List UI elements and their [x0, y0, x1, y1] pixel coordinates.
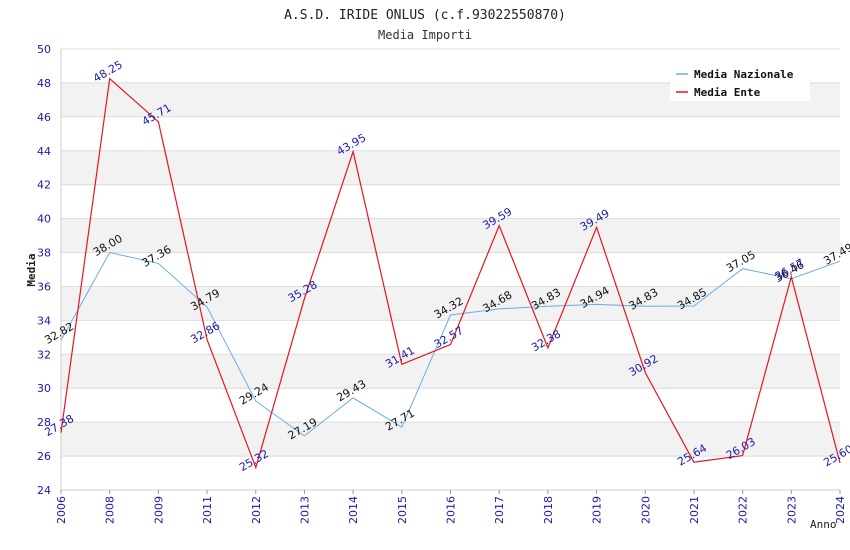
- y-axis-ticks: 24 26 28 30 32 34 36 38 40 42 44 46 48 50: [37, 43, 51, 497]
- y-tick-label: 48: [37, 77, 51, 90]
- y-tick-label: 44: [37, 145, 51, 158]
- legend: Media Nazionale Media Ente: [670, 61, 810, 101]
- x-tick-label: 2023: [785, 496, 798, 524]
- y-tick-label: 42: [37, 179, 51, 192]
- x-tick-label: 2011: [201, 496, 214, 524]
- chart-subtitle: Media Importi: [378, 28, 472, 42]
- y-tick-label: 34: [37, 314, 51, 327]
- x-tick-label: 2017: [493, 496, 506, 524]
- x-tick-label: 2012: [250, 496, 263, 524]
- x-tick-label: 2018: [542, 496, 555, 524]
- y-tick-label: 50: [37, 43, 51, 56]
- series-lines: [60, 77, 841, 470]
- y-tick-label: 46: [37, 111, 51, 124]
- x-tick-label: 2016: [445, 496, 458, 524]
- y-tick-label: 30: [37, 382, 51, 395]
- legend-label-media-nazionale: Media Nazionale: [694, 68, 794, 81]
- x-tick-label: 2020: [639, 496, 652, 524]
- x-tick-label: 2022: [737, 496, 750, 524]
- grid-band: [61, 422, 840, 457]
- y-tick-label: 24: [37, 484, 51, 497]
- series-line-media-ente: [60, 77, 841, 470]
- x-tick-label: 2024: [834, 496, 847, 524]
- y-axis-label: Media: [25, 253, 38, 286]
- x-tick-label: 2019: [591, 496, 604, 524]
- y-tick-label: 40: [37, 213, 51, 226]
- y-tick-label: 26: [37, 450, 51, 463]
- data-label-media-ente: 32.38: [529, 327, 563, 354]
- x-tick-label: 2013: [298, 496, 311, 524]
- data-label-media-ente: 32.57: [432, 324, 466, 351]
- y-tick-label: 36: [37, 280, 51, 293]
- grid-band: [61, 218, 840, 253]
- data-label-media-ente: 36.57: [773, 256, 807, 283]
- data-label-media-ente: 32.86: [188, 319, 222, 346]
- grid-band: [61, 354, 840, 389]
- x-tick-label: 2006: [55, 496, 68, 524]
- x-tick-label: 2009: [152, 496, 165, 524]
- legend-background: [670, 61, 810, 101]
- x-axis-label: Anno: [810, 518, 837, 531]
- x-tick-label: 2008: [104, 496, 117, 524]
- x-tick-label: 2014: [347, 496, 360, 524]
- data-label-media-ente: 48.25: [91, 58, 125, 85]
- x-tick-label: 2015: [396, 496, 409, 524]
- grid-bands: [61, 82, 840, 457]
- chart-title: A.S.D. IRIDE ONLUS (c.f.93022550870): [284, 8, 566, 23]
- x-axis-ticks: 2006 2008 2009 2011 2012 2013 2014 2015 2016 2017…: [55, 490, 847, 524]
- y-tick-label: 32: [37, 348, 51, 361]
- x-tick-label: 2021: [688, 496, 701, 524]
- legend-label-media-ente: Media Ente: [694, 86, 761, 99]
- y-tick-label: 28: [37, 416, 51, 429]
- y-tick-label: 38: [37, 247, 51, 260]
- grid-band: [61, 150, 840, 185]
- series-line-media-nazionale: [60, 251, 841, 437]
